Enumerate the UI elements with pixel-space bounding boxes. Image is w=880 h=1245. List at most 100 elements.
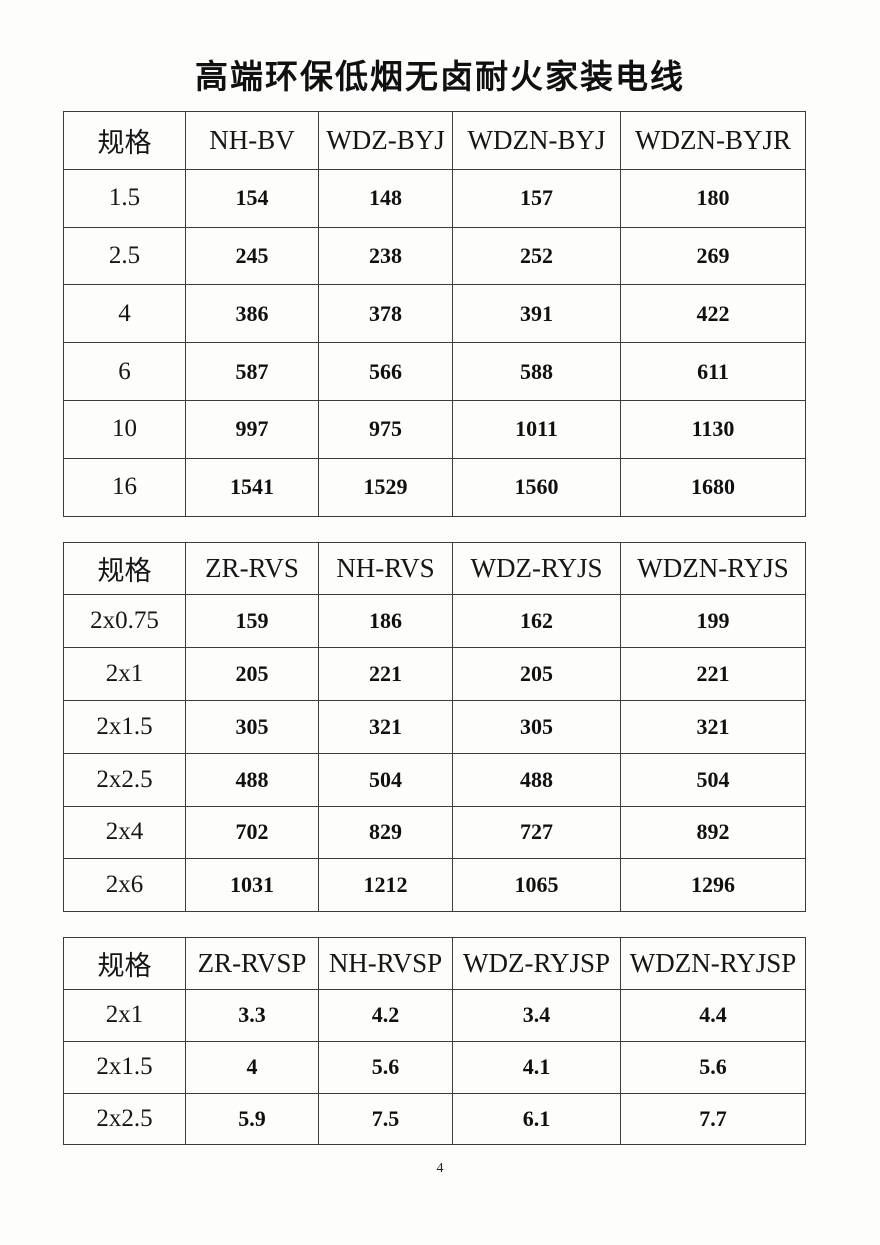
table-row: 2x4 702 829 727 892 bbox=[63, 805, 806, 860]
spec-column-header: 规格 bbox=[63, 541, 186, 596]
price-cell: 321 bbox=[620, 699, 806, 754]
price-cell: 1065 bbox=[452, 858, 621, 913]
price-cell: 4.4 bbox=[620, 988, 806, 1042]
spec-cell: 10 bbox=[63, 399, 186, 459]
tables-container: 规格 NH-BV WDZ-BYJ WDZN-BYJ WDZN-BYJR 1.5 154 148… bbox=[63, 111, 806, 1146]
price-cell: 162 bbox=[452, 594, 621, 649]
price-cell: 180 bbox=[620, 168, 806, 228]
spec-cell: 2x4 bbox=[63, 805, 186, 860]
price-cell: 5.9 bbox=[185, 1092, 319, 1146]
price-cell: 727 bbox=[452, 805, 621, 860]
price-cell: 488 bbox=[185, 752, 319, 807]
product-column-header: WDZ-RYJS bbox=[452, 541, 621, 596]
table-row: 4 386 378 391 422 bbox=[63, 284, 806, 344]
price-cell: 1011 bbox=[452, 399, 621, 459]
price-cell: 829 bbox=[318, 805, 453, 860]
price-cell: 5.6 bbox=[620, 1040, 806, 1094]
spec-cell: 2x6 bbox=[63, 858, 186, 913]
price-cell: 238 bbox=[318, 226, 453, 286]
table-row: 2x0.75 159 186 162 199 bbox=[63, 594, 806, 649]
table-row: 2x6 1031 1212 1065 1296 bbox=[63, 858, 806, 913]
price-cell: 1031 bbox=[185, 858, 319, 913]
price-cell: 205 bbox=[452, 647, 621, 701]
price-cell: 305 bbox=[185, 699, 319, 754]
spec-column-header: 规格 bbox=[63, 937, 186, 990]
price-cell: 1560 bbox=[452, 457, 621, 517]
spec-cell: 2x1.5 bbox=[63, 699, 186, 754]
price-cell: 1541 bbox=[185, 457, 319, 517]
price-cell: 386 bbox=[185, 284, 319, 344]
table-header-row: 规格 ZR-RVS NH-RVS WDZ-RYJS WDZN-RYJS bbox=[63, 541, 806, 596]
spec-cell: 2x1.5 bbox=[63, 1040, 186, 1094]
spec-cell: 1.5 bbox=[63, 168, 186, 228]
table-row: 2x1 3.3 4.2 3.4 4.4 bbox=[63, 988, 806, 1042]
spec-cell: 2.5 bbox=[63, 226, 186, 286]
price-cell: 4 bbox=[185, 1040, 319, 1094]
product-column-header: WDZ-BYJ bbox=[318, 111, 453, 170]
price-cell: 159 bbox=[185, 594, 319, 649]
product-column-header: WDZN-BYJR bbox=[620, 111, 806, 170]
price-cell: 1680 bbox=[620, 457, 806, 517]
price-cell: 4.2 bbox=[318, 988, 453, 1042]
price-cell: 305 bbox=[452, 699, 621, 754]
table-header-row: 规格 ZR-RVSP NH-RVSP WDZ-RYJSP WDZN-RYJSP bbox=[63, 937, 806, 990]
price-cell: 5.6 bbox=[318, 1040, 453, 1094]
price-cell: 1296 bbox=[620, 858, 806, 913]
spec-cell: 16 bbox=[63, 457, 186, 517]
spec-cell: 4 bbox=[63, 284, 186, 344]
price-cell: 245 bbox=[185, 226, 319, 286]
table-row: 16 1541 1529 1560 1680 bbox=[63, 457, 806, 517]
price-cell: 587 bbox=[185, 342, 319, 401]
price-cell: 378 bbox=[318, 284, 453, 344]
spec-cell: 6 bbox=[63, 342, 186, 401]
price-cell: 4.1 bbox=[452, 1040, 621, 1094]
price-cell: 154 bbox=[185, 168, 319, 228]
price-cell: 6.1 bbox=[452, 1092, 621, 1146]
page-number: 4 bbox=[436, 1161, 444, 1177]
price-cell: 3.4 bbox=[452, 988, 621, 1042]
price-cell: 157 bbox=[452, 168, 621, 228]
page-title: 高端环保低烟无卤耐火家装电线 bbox=[195, 60, 685, 96]
price-cell: 975 bbox=[318, 399, 453, 459]
product-column-header: WDZN-RYJSP bbox=[620, 937, 806, 990]
product-column-header: NH-RVSP bbox=[318, 937, 453, 990]
table-row: 6 587 566 588 611 bbox=[63, 342, 806, 401]
product-column-header: NH-BV bbox=[185, 111, 319, 170]
price-cell: 422 bbox=[620, 284, 806, 344]
price-cell: 269 bbox=[620, 226, 806, 286]
price-cell: 504 bbox=[318, 752, 453, 807]
table-row: 2.5 245 238 252 269 bbox=[63, 226, 806, 286]
price-cell: 588 bbox=[452, 342, 621, 401]
spec-price-table-single-core: 规格 NH-BV WDZ-BYJ WDZN-BYJ WDZN-BYJR 1.5 154 148… bbox=[63, 111, 806, 517]
table-header-row: 规格 NH-BV WDZ-BYJ WDZN-BYJ WDZN-BYJR bbox=[63, 111, 806, 170]
price-cell: 702 bbox=[185, 805, 319, 860]
price-cell: 221 bbox=[318, 647, 453, 701]
price-cell: 1529 bbox=[318, 457, 453, 517]
product-column-header: WDZ-RYJSP bbox=[452, 937, 621, 990]
price-cell: 892 bbox=[620, 805, 806, 860]
table-row: 10 997 975 1011 1130 bbox=[63, 399, 806, 459]
table-row: 1.5 154 148 157 180 bbox=[63, 168, 806, 228]
price-cell: 205 bbox=[185, 647, 319, 701]
price-cell: 252 bbox=[452, 226, 621, 286]
price-cell: 199 bbox=[620, 594, 806, 649]
spec-price-table-shielded: 规格 ZR-RVSP NH-RVSP WDZ-RYJSP WDZN-RYJSP 2x1 3.… bbox=[63, 937, 806, 1146]
price-cell: 7.5 bbox=[318, 1092, 453, 1146]
table-row: 2x1 205 221 205 221 bbox=[63, 647, 806, 701]
price-cell: 148 bbox=[318, 168, 453, 228]
spec-cell: 2x1 bbox=[63, 988, 186, 1042]
price-cell: 7.7 bbox=[620, 1092, 806, 1146]
table-row: 2x2.5 488 504 488 504 bbox=[63, 752, 806, 807]
price-cell: 504 bbox=[620, 752, 806, 807]
product-column-header: NH-RVS bbox=[318, 541, 453, 596]
spec-price-table-twin-core: 规格 ZR-RVS NH-RVS WDZ-RYJS WDZN-RYJS 2x0.75 159… bbox=[63, 541, 806, 913]
spec-cell: 2x2.5 bbox=[63, 1092, 186, 1146]
price-cell: 1212 bbox=[318, 858, 453, 913]
product-column-header: ZR-RVS bbox=[185, 541, 319, 596]
spec-cell: 2x0.75 bbox=[63, 594, 186, 649]
spec-column-header: 规格 bbox=[63, 111, 186, 170]
spec-cell: 2x1 bbox=[63, 647, 186, 701]
product-column-header: ZR-RVSP bbox=[185, 937, 319, 990]
price-cell: 488 bbox=[452, 752, 621, 807]
